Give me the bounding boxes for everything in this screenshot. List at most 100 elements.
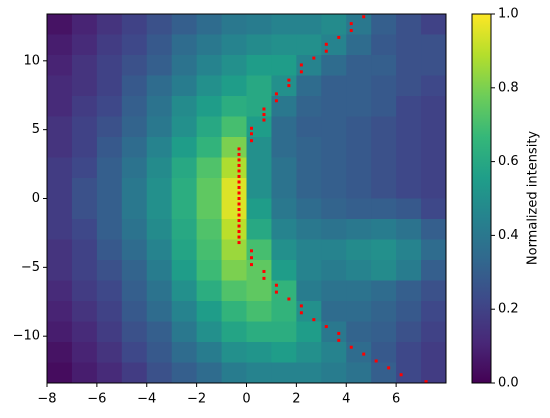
heatmap-cell — [47, 198, 73, 220]
heatmap-cell — [71, 280, 98, 302]
heatmap-cell — [321, 14, 347, 35]
heatmap-cell — [196, 321, 223, 343]
heatmap-cell — [246, 342, 272, 363]
heatmap-cell — [271, 260, 297, 281]
heatmap-cell — [271, 137, 297, 158]
scatter-point — [299, 70, 303, 74]
heatmap-cell — [121, 75, 148, 97]
x-tick-label: −6 — [87, 392, 106, 407]
heatmap-cell — [121, 178, 148, 199]
heatmap-cell — [196, 34, 223, 56]
heatmap-cell — [171, 239, 198, 261]
heatmap-cell — [146, 55, 173, 76]
heatmap-cell — [371, 301, 397, 322]
heatmap-cell — [346, 342, 372, 363]
heatmap-cell — [121, 137, 148, 158]
heatmap-cell — [296, 178, 322, 199]
heatmap-cell — [96, 55, 123, 76]
heatmap-cell — [171, 301, 198, 322]
heatmap-cell — [221, 321, 247, 343]
heatmap-cell — [296, 198, 322, 220]
heatmap-cell — [371, 198, 397, 220]
heatmap-cell — [296, 14, 322, 35]
heatmap-cell — [371, 178, 397, 199]
heatmap-cell — [47, 239, 73, 261]
scatter-point — [324, 325, 328, 329]
heatmap-cell — [171, 260, 198, 281]
heatmap-cell — [47, 55, 73, 76]
scatter-point — [262, 269, 266, 273]
scatter-point — [287, 297, 291, 301]
heatmap-cell — [396, 157, 422, 179]
heatmap-cell — [146, 321, 173, 343]
scatter-point — [387, 366, 391, 370]
scatter-point — [262, 107, 266, 111]
heatmap-cell — [221, 239, 247, 261]
scatter-point — [337, 35, 341, 39]
heatmap-cell — [146, 137, 173, 158]
heatmap-cell — [121, 219, 148, 240]
heatmap-cell — [421, 321, 447, 343]
heatmap-cell — [371, 239, 397, 261]
heatmap-cell — [96, 34, 123, 56]
heatmap-cell — [271, 116, 297, 138]
heatmap-cell — [221, 34, 247, 56]
heatmap-cell — [246, 34, 272, 56]
heatmap-cell — [396, 55, 422, 76]
heatmap-cell — [271, 14, 297, 35]
heatmap-cell — [96, 239, 123, 261]
scatter-point — [237, 224, 241, 228]
colorbar-tick-label: 0.6 — [498, 154, 519, 169]
heatmap-cell — [346, 55, 372, 76]
heatmap-cell — [221, 362, 247, 384]
heatmap-cell — [371, 157, 397, 179]
heatmap-cell — [321, 137, 347, 158]
x-tick-label: −2 — [187, 392, 206, 407]
heatmap-cell — [321, 116, 347, 138]
heatmap-cell — [346, 137, 372, 158]
heatmap-cell — [421, 260, 447, 281]
colorbar-tick-label: 0.2 — [498, 302, 519, 317]
heatmap-cell — [47, 34, 73, 56]
scatter-point — [262, 118, 266, 122]
heatmap-cell — [346, 198, 372, 220]
heatmap-cell — [47, 342, 73, 363]
heatmap-cell — [146, 362, 173, 384]
scatter-point — [337, 338, 341, 342]
y-tick-label: 10 — [23, 53, 40, 68]
heatmap-cell — [396, 96, 422, 117]
heatmap-cell — [71, 219, 98, 240]
heatmap-cell — [271, 342, 297, 363]
heatmap-cell — [196, 198, 223, 220]
heatmap-cell — [121, 321, 148, 343]
scatter-point — [237, 185, 241, 189]
heatmap-cell — [196, 157, 223, 179]
scatter-point — [424, 380, 428, 384]
heatmap-cell — [171, 34, 198, 56]
heatmap-cell — [296, 219, 322, 240]
scatter-point — [312, 56, 316, 60]
heatmap-cell — [421, 55, 447, 76]
heatmap-cell — [171, 55, 198, 76]
heatmap-cell — [96, 14, 123, 35]
heatmap-cell — [321, 198, 347, 220]
y-tick-label: 5 — [32, 122, 40, 137]
heatmap-cell — [221, 75, 247, 97]
heatmap-cell — [396, 137, 422, 158]
scatter-point — [237, 147, 241, 151]
heatmap-cell — [246, 96, 272, 117]
heatmap-cell — [71, 14, 98, 35]
heatmap-cell — [371, 137, 397, 158]
heatmap-cell — [47, 280, 73, 302]
heatmap-cell — [221, 342, 247, 363]
heatmap-cell — [371, 34, 397, 56]
heatmap-cell — [296, 34, 322, 56]
heatmap-cell — [396, 260, 422, 281]
y-tick-label: −10 — [13, 329, 40, 344]
heatmap-cell — [96, 362, 123, 384]
heatmap-cell — [146, 75, 173, 97]
heatmap-cell — [296, 239, 322, 261]
heatmap-cell — [196, 14, 223, 35]
heatmap-cell — [371, 362, 397, 384]
heatmap-cell — [371, 14, 397, 35]
